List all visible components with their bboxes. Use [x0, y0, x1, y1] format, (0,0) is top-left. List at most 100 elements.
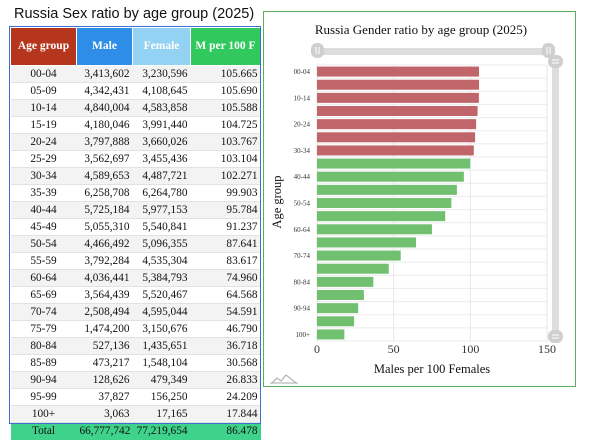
bar-55-59[interactable]	[317, 211, 445, 221]
ratio-cell: 54.591	[191, 304, 261, 321]
age-cell: 40-44	[11, 202, 77, 219]
bar-45-49[interactable]	[317, 185, 457, 195]
age-cell: 100+	[11, 406, 77, 423]
female-cell: 3,660,026	[133, 134, 191, 151]
male-cell: 4,180,046	[77, 117, 133, 134]
female-cell: 5,977,153	[133, 202, 191, 219]
female-cell: 1,435,651	[133, 338, 191, 355]
x-range-left-handle[interactable]	[311, 43, 324, 58]
bar-60-64[interactable]	[317, 224, 432, 234]
y-tick-label: 00-04	[294, 68, 311, 76]
header-age-group[interactable]: Age group	[11, 28, 77, 66]
age-cell: 80-84	[11, 338, 77, 355]
male-cell: 6,258,708	[77, 185, 133, 202]
male-cell: 3,063	[77, 406, 133, 423]
age-cell: 55-59	[11, 253, 77, 270]
bar-95-99[interactable]	[317, 316, 354, 326]
ratio-cell: 17.844	[191, 406, 261, 423]
ratio-cell: 30.568	[191, 355, 261, 372]
bar-15-19[interactable]	[317, 106, 478, 116]
bar-25-29[interactable]	[317, 132, 475, 142]
female-cell: 6,264,780	[133, 185, 191, 202]
female-cell: 4,108,645	[133, 83, 191, 100]
bar-75-79[interactable]	[317, 264, 389, 274]
y-range-bottom-handle[interactable]	[548, 330, 563, 343]
chart-logo	[270, 375, 298, 383]
header-female[interactable]: Female	[133, 28, 191, 66]
x-tick-label: 50	[388, 342, 400, 356]
x-range-slider[interactable]	[311, 43, 555, 58]
bar-100+[interactable]	[317, 329, 344, 339]
bar-05-09[interactable]	[317, 80, 479, 90]
female-cell: 5,384,793	[133, 270, 191, 287]
total-row: Total 66,777,742 77,219,654 86.478	[11, 423, 261, 440]
y-range-slider[interactable]	[548, 55, 563, 343]
header-ratio[interactable]: M per 100 F	[191, 28, 261, 66]
male-cell: 4,342,431	[77, 83, 133, 100]
header-male[interactable]: Male	[77, 28, 133, 66]
bar-70-74[interactable]	[317, 251, 401, 261]
y-range-top-handle[interactable]	[548, 55, 563, 68]
male-cell: 3,413,602	[77, 66, 133, 83]
ratio-cell: 99.903	[191, 185, 261, 202]
female-cell: 1,548,104	[133, 355, 191, 372]
ratio-cell: 91.237	[191, 219, 261, 236]
bar-40-44[interactable]	[317, 172, 464, 182]
y-tick-label: 30-34	[294, 147, 311, 155]
male-cell: 473,217	[77, 355, 133, 372]
bar-00-04[interactable]	[317, 67, 479, 77]
female-cell: 5,520,467	[133, 287, 191, 304]
female-cell: 17,165	[133, 406, 191, 423]
x-tick-label: 100	[461, 342, 479, 356]
age-cell: 00-04	[11, 66, 77, 83]
x-axis-title: Males per 100 Females	[374, 362, 490, 376]
total-female: 77,219,654	[133, 423, 191, 440]
age-cell: 45-49	[11, 219, 77, 236]
ratio-cell: 46.790	[191, 321, 261, 338]
bar-50-54[interactable]	[317, 198, 451, 208]
female-cell: 3,455,436	[133, 151, 191, 168]
female-cell: 4,583,858	[133, 100, 191, 117]
y-tick-label: 90-94	[294, 305, 311, 313]
male-cell: 4,840,004	[77, 100, 133, 117]
age-cell: 35-39	[11, 185, 77, 202]
y-tick-label: 80-84	[294, 278, 311, 286]
chart-title: Russia Gender ratio by age group (2025)	[315, 22, 527, 37]
ratio-cell: 36.718	[191, 338, 261, 355]
bar-90-94[interactable]	[317, 303, 358, 313]
bar-65-69[interactable]	[317, 237, 416, 247]
bar-85-89[interactable]	[317, 290, 364, 300]
female-cell: 3,991,440	[133, 117, 191, 134]
bar-80-84[interactable]	[317, 277, 373, 287]
bar-10-14[interactable]	[317, 93, 479, 103]
x-tick-label: 0	[314, 342, 320, 356]
female-cell: 3,150,676	[133, 321, 191, 338]
age-cell: 95-99	[11, 389, 77, 406]
age-cell: 70-74	[11, 304, 77, 321]
ratio-cell: 103.104	[191, 151, 261, 168]
bar-35-39[interactable]	[317, 159, 470, 169]
female-cell: 479,349	[133, 372, 191, 389]
bar-20-24[interactable]	[317, 119, 476, 129]
bar-30-34[interactable]	[317, 145, 474, 155]
ratio-cell: 64.568	[191, 287, 261, 304]
bars	[317, 67, 479, 340]
ratio-cell: 83.617	[191, 253, 261, 270]
male-cell: 1,474,200	[77, 321, 133, 338]
age-cell: 90-94	[11, 372, 77, 389]
age-cell: 60-64	[11, 270, 77, 287]
